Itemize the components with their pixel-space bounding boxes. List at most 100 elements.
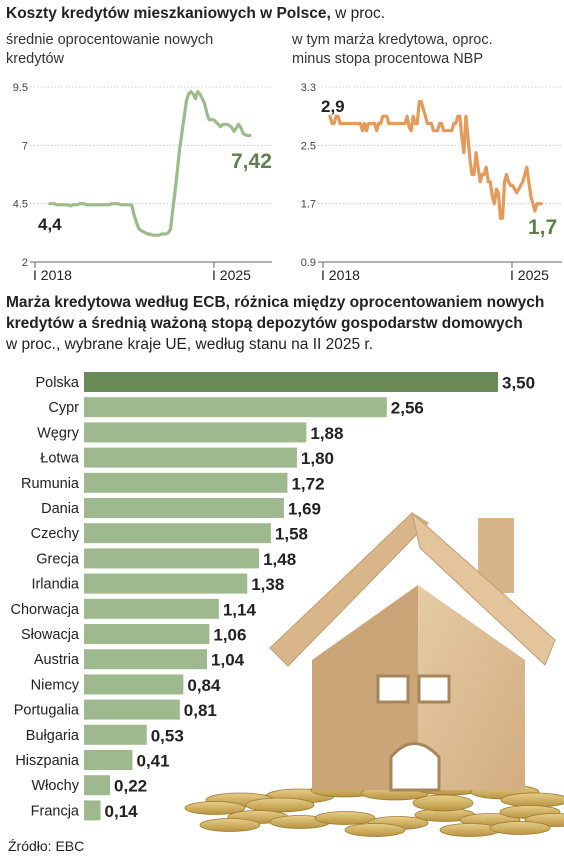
coin bbox=[412, 794, 474, 812]
bar-value-label: 0,41 bbox=[136, 752, 169, 771]
house-roof-left bbox=[269, 512, 429, 667]
bar-category-label: Grecja bbox=[36, 551, 80, 567]
bar-category-label: Niemcy bbox=[31, 677, 80, 693]
right-subtitle-line1: w tym marża kredytowa, oproc. bbox=[292, 32, 493, 48]
bar-category-label: Austria bbox=[34, 652, 80, 668]
coin bbox=[344, 823, 406, 837]
y-tick-label: 9.5 bbox=[13, 82, 28, 94]
house-roof-right bbox=[411, 511, 556, 666]
coin-stack bbox=[500, 792, 564, 808]
bar-value-label: 1,58 bbox=[275, 525, 308, 544]
bar-value-label: 1,04 bbox=[211, 651, 245, 670]
bar bbox=[84, 523, 271, 544]
bar-value-label: 0,53 bbox=[151, 726, 184, 745]
bar bbox=[84, 372, 498, 392]
house-window-left bbox=[376, 674, 410, 704]
bar-value-label: 1,72 bbox=[291, 474, 324, 493]
bar bbox=[84, 724, 147, 745]
bar-category-label: Portugalia bbox=[14, 703, 80, 719]
bar bbox=[84, 498, 284, 518]
bar-category-label: Łotwa bbox=[40, 451, 80, 467]
bar-category-label: Rumunia bbox=[21, 476, 80, 492]
bar-value-label: 3,50 bbox=[502, 374, 535, 393]
start-value-label: 2,9 bbox=[321, 97, 345, 116]
house-window-right bbox=[417, 674, 451, 704]
header-title-unit: w proc. bbox=[330, 5, 386, 22]
bar bbox=[84, 422, 307, 443]
bar-value-label: 0,14 bbox=[105, 802, 139, 821]
bar-chart: Polska 3,50 Cypr 2,56 Węgry 1,88 Łotwa 1,80 Rumu… bbox=[11, 372, 535, 821]
bar-category-label: Węgry bbox=[37, 425, 80, 441]
bar bbox=[84, 573, 248, 594]
bar-value-label: 1,14 bbox=[223, 600, 257, 619]
left-subtitle-line2: kredytów bbox=[6, 51, 65, 67]
bar-value-label: 1,80 bbox=[301, 449, 334, 468]
bar-category-label: Czechy bbox=[31, 526, 80, 542]
bar bbox=[84, 397, 387, 418]
bar-category-label: Cypr bbox=[48, 400, 79, 416]
header-title: Koszty kredytów mieszkaniowych w Polsce,… bbox=[6, 4, 562, 24]
bar bbox=[84, 800, 101, 821]
y-tick-label: 2.5 bbox=[301, 140, 316, 152]
bar-value-label: 0,81 bbox=[184, 701, 217, 720]
bar-value-label: 2,56 bbox=[391, 399, 424, 418]
right-line-chart: 3.3 2.5 1.7 0.9 I 2018 I 2025 2,9 1,7 bbox=[301, 82, 562, 283]
series-line bbox=[48, 90, 252, 237]
end-value-label: 1,7 bbox=[528, 216, 557, 239]
left-line-chart: 9.5 7 4.5 2 I 2018 I 2025 4,4 7,42 bbox=[13, 82, 272, 283]
house-side-wall bbox=[312, 585, 418, 790]
x-tick-label: I 2025 bbox=[510, 267, 549, 283]
source-note: Źródło: EBC bbox=[8, 838, 85, 854]
bar-value-label: 0,84 bbox=[187, 676, 221, 695]
bar bbox=[84, 472, 288, 493]
bar-title-line1: Marża kredytowa według ECB, różnica międ… bbox=[6, 294, 545, 311]
bar-chart-title: Marża kredytowa według ECB, różnica międ… bbox=[6, 292, 562, 355]
coin bbox=[184, 801, 246, 815]
y-tick-label: 4.5 bbox=[13, 199, 28, 211]
start-value-label: 4,4 bbox=[38, 215, 62, 234]
bar-value-label: 1,48 bbox=[263, 550, 296, 569]
coin bbox=[489, 821, 551, 835]
bar-title-line2: kredytów a średnią ważoną stopą depozytó… bbox=[6, 315, 523, 332]
end-value-label: 7,42 bbox=[231, 150, 272, 173]
bar-category-label: Bułgaria bbox=[26, 728, 80, 744]
bar-value-label: 1,69 bbox=[288, 500, 321, 519]
y-tick-label: 1.7 bbox=[301, 199, 316, 211]
house-door bbox=[389, 742, 441, 792]
y-tick-label: 2 bbox=[22, 257, 28, 269]
house-front-wall bbox=[418, 585, 525, 790]
left-panel-subtitle: średnie oprocentowanie nowych kredytów bbox=[6, 31, 213, 69]
x-tick-label: I 2018 bbox=[321, 267, 360, 283]
x-tick-label: I 2018 bbox=[33, 267, 72, 283]
bar bbox=[84, 649, 208, 670]
bar-category-label: Chorwacja bbox=[11, 602, 80, 618]
bar bbox=[84, 750, 133, 770]
bar-category-label: Hiszpania bbox=[15, 753, 80, 769]
bar-category-label: Dania bbox=[41, 501, 80, 517]
bar-category-label: Włochy bbox=[31, 778, 79, 794]
coin bbox=[199, 818, 261, 832]
bar-category-label: Polska bbox=[35, 375, 79, 391]
bar-category-label: Słowacja bbox=[21, 627, 80, 643]
bar-category-label: Francja bbox=[31, 803, 80, 819]
left-subtitle-line1: średnie oprocentowanie nowych bbox=[6, 32, 214, 48]
y-tick-label: 7 bbox=[22, 140, 28, 152]
bar bbox=[84, 699, 180, 720]
x-tick-label: I 2025 bbox=[212, 267, 251, 283]
bar bbox=[84, 674, 184, 695]
series-line bbox=[328, 99, 543, 220]
y-tick-label: 0.9 bbox=[301, 257, 316, 269]
bar-value-label: 1,38 bbox=[251, 575, 284, 594]
bar-value-label: 1,88 bbox=[310, 424, 343, 443]
coin-stack bbox=[245, 797, 315, 813]
bar bbox=[84, 548, 260, 569]
bar bbox=[84, 775, 111, 796]
y-tick-label: 3.3 bbox=[301, 82, 316, 94]
house-and-coins-illustration bbox=[184, 511, 564, 837]
bar-subtitle: w proc., wybrane kraje UE, według stanu … bbox=[6, 336, 374, 353]
coin bbox=[314, 811, 376, 825]
bar-value-label: 0,22 bbox=[114, 777, 147, 796]
bar-category-label: Irlandia bbox=[31, 577, 79, 593]
right-subtitle-line2: minus stopa procentowa NBP bbox=[292, 51, 484, 67]
